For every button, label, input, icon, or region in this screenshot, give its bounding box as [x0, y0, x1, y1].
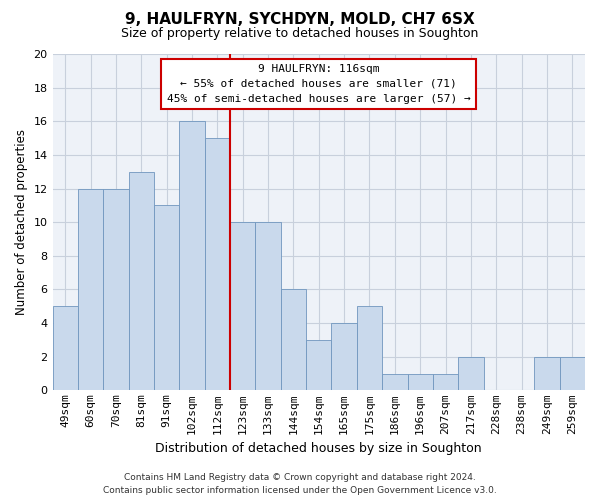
Bar [560, 357, 585, 390]
Bar [407, 374, 433, 390]
Text: Size of property relative to detached houses in Soughton: Size of property relative to detached ho… [121, 28, 479, 40]
Bar [458, 357, 484, 390]
Text: 9, HAULFRYN, SYCHDYN, MOLD, CH7 6SX: 9, HAULFRYN, SYCHDYN, MOLD, CH7 6SX [125, 12, 475, 28]
Bar [103, 188, 128, 390]
Bar [230, 222, 256, 390]
Text: Contains HM Land Registry data © Crown copyright and database right 2024.
Contai: Contains HM Land Registry data © Crown c… [103, 474, 497, 495]
Text: 9 HAULFRYN: 116sqm
← 55% of detached houses are smaller (71)
45% of semi-detache: 9 HAULFRYN: 116sqm ← 55% of detached hou… [167, 64, 470, 104]
Bar [154, 206, 179, 390]
Bar [205, 138, 230, 390]
Bar [78, 188, 103, 390]
Bar [331, 323, 357, 390]
Y-axis label: Number of detached properties: Number of detached properties [15, 129, 28, 315]
Bar [433, 374, 458, 390]
Bar [256, 222, 281, 390]
Bar [306, 340, 331, 390]
Bar [357, 306, 382, 390]
Bar [534, 357, 560, 390]
X-axis label: Distribution of detached houses by size in Soughton: Distribution of detached houses by size … [155, 442, 482, 455]
Bar [179, 122, 205, 390]
Bar [128, 172, 154, 390]
Bar [53, 306, 78, 390]
Bar [281, 290, 306, 390]
Bar [382, 374, 407, 390]
